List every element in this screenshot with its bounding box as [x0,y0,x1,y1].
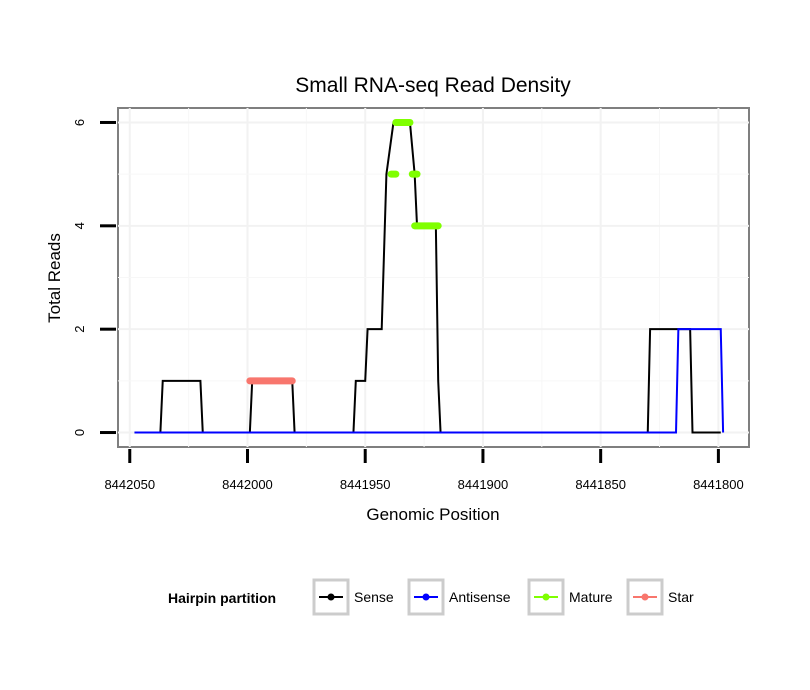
x-tick-label: 8441800 [693,477,744,492]
legend-key-point [422,593,430,601]
y-tick-label: 2 [72,326,87,333]
legend-label: Mature [569,589,613,605]
series-line-antisense [134,328,725,434]
legend-entry-antisense: Antisense [407,578,511,616]
axes: 8442050 8442000 8441950 8441900 8441850 84418… [72,119,744,492]
x-tick-label: 8442050 [104,477,155,492]
legend-label: Star [668,589,694,605]
legend-entry-mature: Mature [527,578,613,616]
x-axis-title: Genomic Position [366,505,499,524]
x-tick-label: 8441900 [458,477,509,492]
legend-title: Hairpin partition [168,590,276,606]
legend-key-point [327,593,335,601]
legend: Hairpin partition Sense Antisense Mature St… [168,578,694,616]
legend-entry-sense: Sense [312,578,394,616]
legend-key-point [542,593,550,601]
x-tick-label: 8441850 [575,477,626,492]
x-tick-label: 8442000 [222,477,273,492]
legend-label: Sense [354,589,394,605]
legend-label: Antisense [449,589,511,605]
legend-key-point [641,593,649,601]
x-tick-label: 8441950 [340,477,391,492]
y-tick-label: 4 [72,222,87,229]
y-tick-label: 6 [72,119,87,126]
y-tick-label: 0 [72,429,87,436]
chart-title: Small RNA-seq Read Density [295,74,571,97]
grid-lines [118,108,749,447]
y-axis-title: Total Reads [45,233,64,323]
legend-entry-star: Star [626,578,694,616]
series-layer [134,118,725,434]
